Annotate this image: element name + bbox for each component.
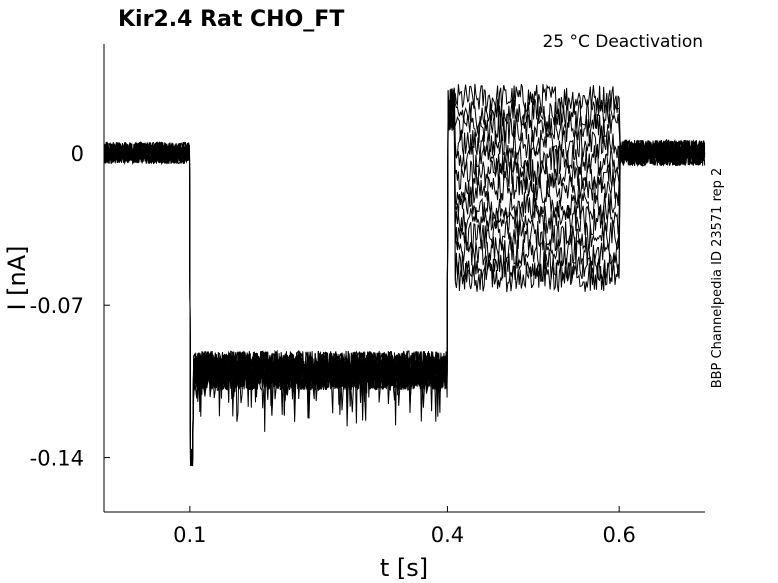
trace-line [103,104,706,457]
y-tick-label: -0.07 [30,294,84,318]
axes [103,44,705,513]
x-axis-label: t [s] [380,554,428,582]
y-axis-label: I [nA] [3,245,31,310]
x-tick-label: 0.4 [431,523,464,547]
chart-title: Kir2.4 Rat CHO_FT [118,7,344,32]
chart-annotation: 25 °C Deactivation [542,32,703,52]
x-tick-label: 0.6 [602,523,635,547]
ticks: 0.1 0.4 0.6 0 -0.07 -0.14 [30,142,636,547]
trace-line [103,106,706,465]
trace-line [103,95,706,463]
side-label: BBP Channelpedia ID 23571 rep 2 [710,168,725,389]
x-tick-label: 0.1 [173,523,206,547]
traces [103,83,706,467]
y-tick-label: 0 [71,142,84,166]
y-tick-label: -0.14 [30,447,84,471]
